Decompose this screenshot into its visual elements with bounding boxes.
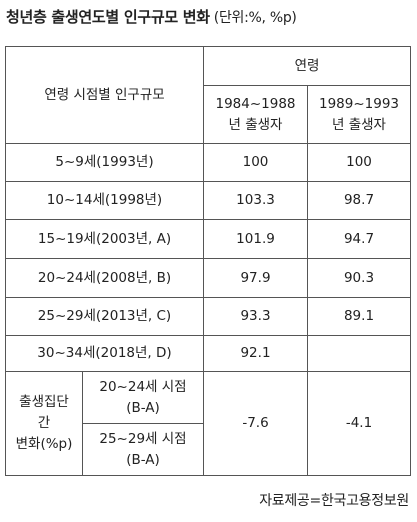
title-text: 청년층 출생연도별 인구규모 변화: [6, 8, 210, 26]
header-row-2: 1984~1988 년 출생자 1989~1993 년 출생자: [6, 85, 411, 144]
change-sub-label-2: 25~29세 시점 (B-A): [82, 423, 204, 476]
change-value-1984-1988: -7.6: [203, 371, 308, 476]
table-row: 5~9세(1993년) 100 100: [5, 143, 411, 182]
cohort-1989-1993-line2: 년 출생자: [332, 116, 386, 133]
cohort-1984-1988-header: 1984~1988 년 출생자: [203, 85, 308, 144]
value-cell-1989-1993: 89.1: [307, 297, 411, 336]
header-row-1: 연령 시점별 인구규모 연령: [5, 46, 411, 144]
change-group-line1: 출생집단: [19, 394, 69, 411]
row-label: 15~19세(2003년, A): [5, 219, 204, 259]
cohort-1989-1993-line1: 1989~1993: [318, 95, 400, 112]
change-sub-label-1: 20~24세 시점 (B-A): [82, 371, 204, 424]
population-table: 연령 시점별 인구규모 연령 1984~1988 년 출생자 1989~1993…: [5, 46, 411, 476]
row-label: 25~29세(2013년, C): [5, 297, 204, 336]
change-group-line2: 간: [37, 415, 51, 432]
change-row-2: 25~29세 시점 (B-A): [6, 423, 411, 476]
change-group-label: 출생집단 간 변화(%p): [5, 371, 83, 476]
table-title: 청년층 출생연도별 인구규모 변화 (단위:%, %p): [6, 6, 297, 27]
cohort-1984-1988-line1: 1984~1988: [215, 95, 296, 112]
value-cell-1984-1988: 93.3: [203, 297, 308, 336]
row-label: 10~14세(1998년): [5, 181, 204, 220]
table-row: 20~24세(2008년, B) 97.9 90.3: [5, 258, 411, 298]
change-sub2-line2: (B-A): [126, 451, 160, 468]
value-cell-1984-1988: 97.9: [203, 258, 308, 298]
value-cell-1984-1988: 103.3: [203, 181, 308, 220]
change-group-line3: 변화(%p): [15, 435, 73, 452]
table-row: 25~29세(2013년, C) 93.3 89.1: [5, 297, 411, 336]
table-row: 15~19세(2003년, A) 101.9 94.7: [5, 219, 411, 259]
value-cell-1989-1993: 90.3: [307, 258, 411, 298]
change-sub1-line1: 20~24세 시점: [99, 378, 187, 395]
value-cell-1989-1993: 100: [307, 143, 411, 182]
value-cell-1984-1988: 101.9: [203, 219, 308, 259]
value-cell-1984-1988: 100: [203, 143, 308, 182]
cohort-1984-1988-line2: 년 출생자: [228, 116, 283, 133]
change-sub1-line2: (B-A): [126, 399, 160, 416]
row-header-cell: 연령 시점별 인구규모: [5, 46, 204, 144]
value-cell-1989-1993: 98.7: [307, 181, 411, 220]
unit-label: (단위:%, %p): [213, 10, 297, 26]
cohort-1989-1993-header: 1989~1993 년 출생자: [307, 85, 411, 144]
table-row: 10~14세(1998년) 103.3 98.7: [5, 181, 411, 220]
value-cell-1984-1988: 92.1: [203, 335, 308, 372]
value-cell-1989-1993: 94.7: [307, 219, 411, 259]
change-row-1: 출생집단 간 변화(%p) 20~24세 시점 (B-A) -7.6 -4.1: [5, 371, 411, 476]
change-sub2-line1: 25~29세 시점: [99, 430, 187, 447]
value-cell-1989-1993: [307, 335, 411, 372]
age-header-cell: 연령: [203, 46, 411, 86]
row-label: 30~34세(2018년, D): [5, 335, 204, 372]
change-value-1989-1993: -4.1: [307, 371, 411, 476]
row-label: 20~24세(2008년, B): [5, 258, 204, 298]
table-row: 30~34세(2018년, D) 92.1: [5, 335, 411, 372]
source-credit: 자료제공=한국고용정보원: [259, 493, 409, 509]
row-label: 5~9세(1993년): [5, 143, 204, 182]
